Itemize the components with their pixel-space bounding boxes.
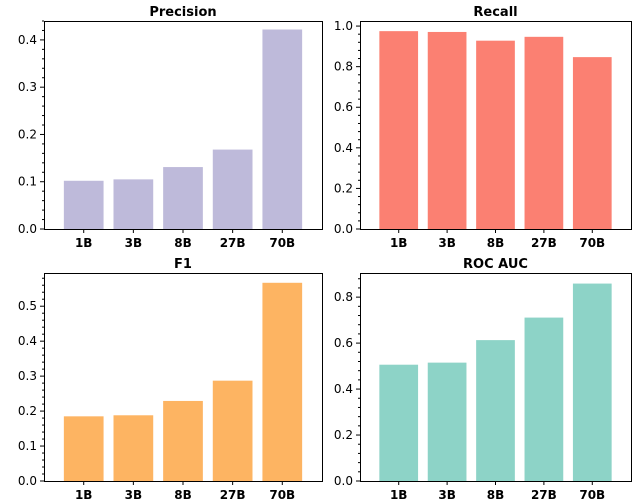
chart-3-xtick-label-1B: 1B [75, 488, 93, 501]
chart-3-bar-27B [212, 380, 253, 481]
chart-3-xtick-label-70B: 70B [269, 488, 295, 501]
chart-2-bar-70B [572, 57, 612, 230]
chart-2-ytick-label-1: 0.2 [334, 181, 353, 195]
chart-1-ytick-label-2: 0.2 [18, 127, 37, 141]
chart-1-bar-1B [63, 180, 104, 229]
chart-4-ytick-label-3: 0.6 [334, 336, 353, 350]
chart-3-xtick-label-27B: 27B [220, 488, 246, 501]
chart-4-ytick-label-4: 0.8 [334, 290, 353, 304]
chart-4-bar-1B [379, 364, 419, 481]
chart-2-xtick-label-27B: 27B [531, 236, 557, 250]
chart-2-ytick-label-5: 1.0 [334, 19, 353, 33]
chart-2-xtick-label-8B: 8B [487, 236, 505, 250]
chart-4-xtick-label-70B: 70B [579, 488, 605, 501]
chart-1-bar-27B [212, 149, 253, 229]
chart-2-title: Recall [473, 5, 517, 20]
chart-1-bar-8B [163, 167, 203, 229]
chart-1-xtick-label-70B: 70B [269, 236, 295, 250]
chart-1-bar-70B [262, 29, 303, 229]
chart-2-bar-3B [427, 31, 467, 229]
chart-3-xtick-label-8B: 8B [174, 488, 192, 501]
chart-2: Recall 1B 3B 8B 27B 70B 0.0 0.2 0.4 0.6 0.8 1.0 [334, 5, 632, 250]
chart-3-bar-3B [113, 415, 154, 481]
chart-4-bar-3B [427, 362, 467, 481]
chart-2-xtick-label-1B: 1B [390, 236, 408, 250]
chart-2-ytick-label-0: 0.0 [334, 222, 353, 236]
chart-3: F1 1B 3B 8B 27B 70B 0.0 0.1 0.2 0.3 0.4 0.5 [18, 257, 323, 501]
chart-4-ytick-label-0: 0.0 [334, 474, 353, 488]
chart-2-ytick-label-4: 0.8 [334, 60, 353, 74]
chart-1-title: Precision [149, 5, 216, 20]
chart-4-xtick-label-27B: 27B [531, 488, 557, 501]
chart-4-xtick-label-8B: 8B [487, 488, 505, 501]
chart-1-xtick-label-1B: 1B [75, 236, 93, 250]
chart-1-xtick-label-27B: 27B [220, 236, 246, 250]
chart-1-ytick-label-0: 0.0 [18, 222, 37, 236]
chart-3-bar-1B [63, 416, 104, 481]
chart-1: Precision 1B 3B 8B 27B 70B 0.0 0.1 0.2 0.3 0.4 [18, 5, 323, 250]
chart-2-bar-27B [524, 36, 564, 229]
chart-1-ytick-label-3: 0.3 [18, 80, 37, 94]
chart-1-xtick-label-3B: 3B [125, 236, 143, 250]
chart-3-ytick-label-4: 0.4 [18, 334, 37, 348]
chart-3-bar-8B [163, 400, 203, 481]
chart-2-xtick-label-3B: 3B [438, 236, 456, 250]
chart-4-bar-70B [572, 283, 612, 481]
chart-2-ytick-label-3: 0.6 [334, 100, 353, 114]
chart-4-ytick-label-2: 0.4 [334, 382, 353, 396]
chart-4: ROC AUC 1B 3B 8B 27B 70B 0.0 0.2 0.4 0.6 0.8 [334, 257, 632, 501]
chart-3-title: F1 [174, 257, 192, 272]
chart-3-ytick-label-1: 0.1 [18, 439, 37, 453]
chart-3-ytick-label-2: 0.2 [18, 404, 37, 418]
chart-2-ytick-label-2: 0.4 [334, 141, 353, 155]
chart-3-ytick-label-5: 0.5 [18, 299, 37, 313]
chart-1-bar-3B [113, 179, 154, 229]
chart-4-bar-27B [524, 317, 564, 481]
chart-4-bar-8B [476, 340, 515, 481]
chart-3-bar-70B [262, 282, 303, 481]
chart-2-bar-8B [476, 40, 515, 230]
chart-1-ytick-label-1: 0.1 [18, 175, 37, 189]
chart-4-title: ROC AUC [463, 257, 528, 272]
chart-2-bar-1B [379, 31, 419, 229]
chart-4-xtick-label-3B: 3B [438, 488, 456, 501]
chart-3-ytick-label-3: 0.3 [18, 369, 37, 383]
chart-3-xtick-label-3B: 3B [125, 488, 143, 501]
chart-4-ytick-label-1: 0.2 [334, 428, 353, 442]
chart-1-xtick-label-8B: 8B [174, 236, 192, 250]
chart-3-ytick-label-0: 0.0 [18, 474, 37, 488]
chart-2-xtick-label-70B: 70B [579, 236, 605, 250]
chart-1-ytick-label-4: 0.4 [18, 33, 37, 47]
chart-4-xtick-label-1B: 1B [390, 488, 408, 501]
